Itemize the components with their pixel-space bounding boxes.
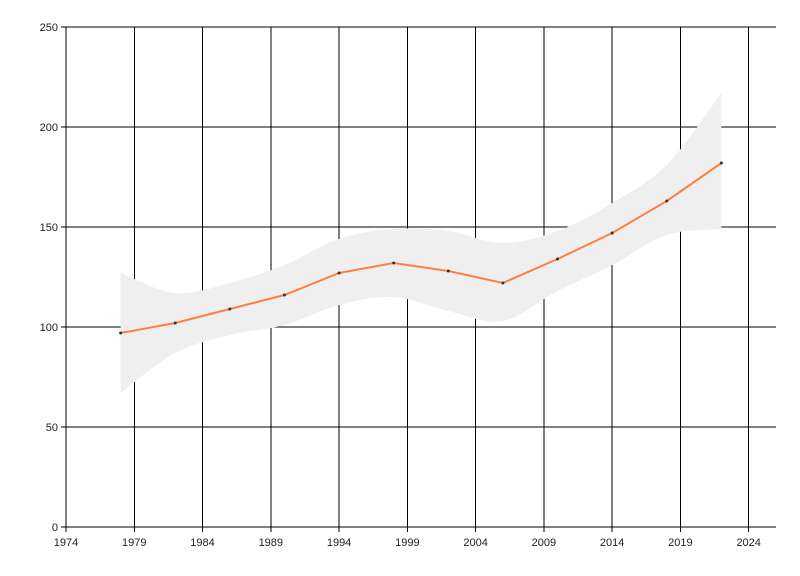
y-tick-label: 250 [40, 22, 58, 34]
series-line [120, 162, 722, 334]
x-tick-label: 1994 [327, 537, 351, 549]
x-tick-labels: 1974 1979 1984 1989 1994 1999 2004 2009 2014 2019… [54, 537, 761, 549]
data-point [719, 161, 723, 165]
data-point [556, 257, 560, 261]
data-point [119, 331, 123, 335]
x-tick-label: 2004 [463, 537, 487, 549]
y-tick-label: 100 [40, 322, 58, 334]
data-points [119, 161, 723, 335]
y-tick-label: 150 [40, 222, 58, 234]
data-point [501, 281, 505, 285]
data-point [173, 321, 177, 325]
x-tick-label: 1979 [122, 537, 146, 549]
data-point [665, 199, 669, 203]
x-tick-label: 2019 [668, 537, 692, 549]
data-point [610, 231, 614, 235]
y-tick-labels: 0 50 100 150 200 250 [40, 22, 58, 534]
x-tick-label: 1999 [395, 537, 419, 549]
x-tick-label: 2024 [736, 537, 760, 549]
y-tick-label: 200 [40, 122, 58, 134]
x-tick-label: 1984 [190, 537, 214, 549]
data-point [392, 261, 396, 265]
y-tick-label: 50 [46, 422, 58, 434]
x-tick-label: 2009 [532, 537, 556, 549]
x-tick-label: 2014 [600, 537, 624, 549]
data-point [337, 271, 341, 275]
y-tick-label: 0 [52, 522, 58, 534]
confidence-band [120, 93, 722, 393]
data-point [282, 293, 286, 297]
axes [61, 26, 776, 532]
data-point [446, 269, 450, 273]
x-tick-label: 1974 [54, 537, 78, 549]
x-tick-label: 1989 [259, 537, 283, 549]
data-point [228, 307, 232, 311]
